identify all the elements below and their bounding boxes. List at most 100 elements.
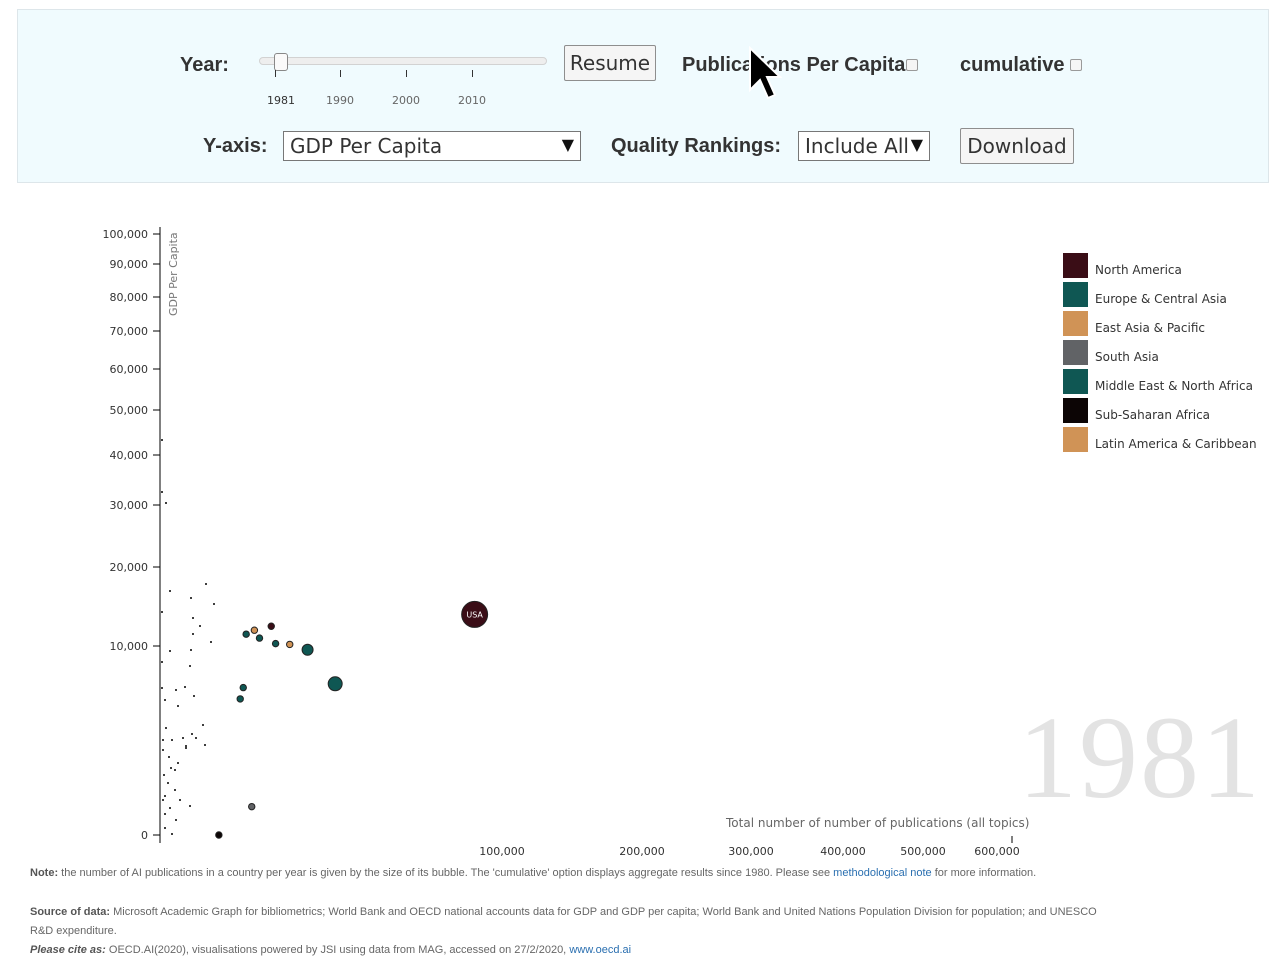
resume-button[interactable]: Resume	[564, 45, 656, 81]
x-tick-label: 600,000	[974, 845, 1020, 858]
legend-label[interactable]: South Asia	[1095, 350, 1159, 364]
legend-label[interactable]: East Asia & Pacific	[1095, 321, 1205, 335]
dust-point	[189, 665, 191, 667]
bubble[interactable]	[255, 634, 264, 642]
y-tick-label: 100,000	[103, 228, 149, 241]
dust-point	[195, 737, 197, 739]
dust-point	[168, 756, 170, 758]
dust-point	[185, 747, 187, 749]
oecd-ai-link[interactable]: www.oecd.ai	[569, 944, 632, 956]
dust-point	[190, 597, 192, 599]
quality-select-value: Include All	[805, 134, 909, 158]
bubble[interactable]	[286, 640, 294, 649]
bubble[interactable]	[242, 630, 250, 638]
dust-point	[161, 611, 163, 613]
slider-tick	[472, 70, 473, 77]
source-text: Microsoft Academic Graph for bibliometri…	[110, 906, 1097, 918]
legend-label[interactable]: North America	[1095, 263, 1182, 277]
bubble[interactable]	[271, 639, 280, 648]
x-tick-label: 500,000	[900, 845, 946, 858]
bubble[interactable]	[267, 622, 275, 630]
legend-swatch[interactable]	[1063, 282, 1088, 307]
bubble[interactable]	[461, 600, 489, 628]
legend-swatch[interactable]	[1063, 398, 1088, 423]
y-tick-label: 40,000	[110, 449, 149, 462]
cumulative-checkbox[interactable]	[1070, 59, 1082, 71]
legend-label[interactable]: Sub-Saharan Africa	[1095, 408, 1211, 422]
dust-point	[191, 733, 193, 735]
footer-source: Source of data: Microsoft Academic Graph…	[30, 906, 1097, 918]
dust-point	[184, 686, 186, 688]
note-end: for more information.	[931, 867, 1037, 879]
dust-point	[171, 739, 173, 741]
legend-label[interactable]: Middle East & North Africa	[1095, 379, 1253, 393]
quality-select[interactable]: Include All ▼	[798, 131, 930, 161]
per-capita-label: Publications Per Capita	[682, 54, 906, 76]
legend-swatch[interactable]	[1063, 311, 1088, 336]
dust-point	[192, 633, 194, 635]
legend-label[interactable]: Europe & Central Asia	[1095, 292, 1227, 306]
year-slider-handle[interactable]	[274, 53, 288, 71]
dust-point	[170, 767, 172, 769]
footer-source-cont: R&D expenditure.	[30, 925, 117, 937]
chevron-down-icon: ▼	[561, 135, 574, 154]
slider-tick-label: 2010	[458, 94, 486, 107]
dust-point	[171, 833, 173, 835]
bubble[interactable]	[215, 831, 223, 839]
bubble[interactable]	[236, 695, 244, 703]
y-tick-label: 50,000	[110, 404, 149, 417]
dust-point	[162, 739, 164, 741]
cite-label: Please cite as:	[30, 944, 106, 956]
bubble[interactable]	[239, 683, 247, 692]
yaxis-select[interactable]: GDP Per Capita ▼	[283, 131, 581, 161]
dust-point	[177, 705, 179, 707]
dust-point	[164, 827, 166, 829]
dust-point	[161, 661, 163, 663]
legend-swatch[interactable]	[1063, 340, 1088, 365]
bubble[interactable]	[250, 626, 259, 634]
dust-point	[210, 641, 212, 643]
note-text: the number of AI publications in a count…	[58, 867, 834, 879]
dust-point	[165, 502, 167, 504]
y-tick-label: 30,000	[110, 499, 149, 512]
dust-point	[204, 744, 206, 746]
x-tick-label: 100,000	[479, 845, 525, 858]
note-label: Note:	[30, 867, 59, 879]
methodological-note-link[interactable]: methodological note	[833, 867, 932, 879]
y-tick-label: 60,000	[110, 363, 149, 376]
dust-point	[165, 727, 167, 729]
dust-point	[193, 695, 195, 697]
legend-swatch[interactable]	[1063, 427, 1088, 452]
footer-cite: Please cite as: OECD.AI(2020), visualisa…	[30, 944, 631, 956]
source-label: Source of data:	[30, 906, 111, 918]
x-tick-label: 400,000	[820, 845, 866, 858]
mouse-cursor-icon	[749, 46, 782, 100]
dust-point	[163, 774, 165, 776]
year-watermark: 1981	[1018, 692, 1262, 823]
dust-point	[202, 724, 204, 726]
y-tick-label: 80,000	[110, 291, 149, 304]
bubble[interactable]	[327, 676, 343, 692]
per-capita-checkbox[interactable]	[906, 59, 918, 71]
dust-point	[205, 583, 207, 585]
y-tick-label: 10,000	[110, 640, 149, 653]
dust-point	[185, 745, 187, 747]
dust-point	[182, 737, 184, 739]
dust-point	[161, 687, 163, 689]
bubble[interactable]	[248, 802, 256, 811]
year-slider[interactable]	[259, 57, 547, 65]
dust-point	[199, 625, 201, 627]
y-tick-label: 90,000	[110, 258, 149, 271]
legend-label[interactable]: Latin America & Caribbean	[1095, 437, 1257, 451]
chevron-down-icon: ▼	[910, 135, 923, 154]
dust-point	[162, 799, 164, 801]
dust-point	[174, 789, 176, 791]
legend-swatch[interactable]	[1063, 369, 1088, 394]
legend-swatch[interactable]	[1063, 253, 1088, 278]
download-button[interactable]: Download	[960, 128, 1074, 164]
dust-point	[169, 807, 171, 809]
slider-tick	[275, 70, 276, 77]
scatter-chart: GDP Per Capita Total number of number of…	[103, 227, 1029, 858]
bubble[interactable]	[301, 643, 314, 656]
bubble-label: USA	[466, 610, 483, 619]
